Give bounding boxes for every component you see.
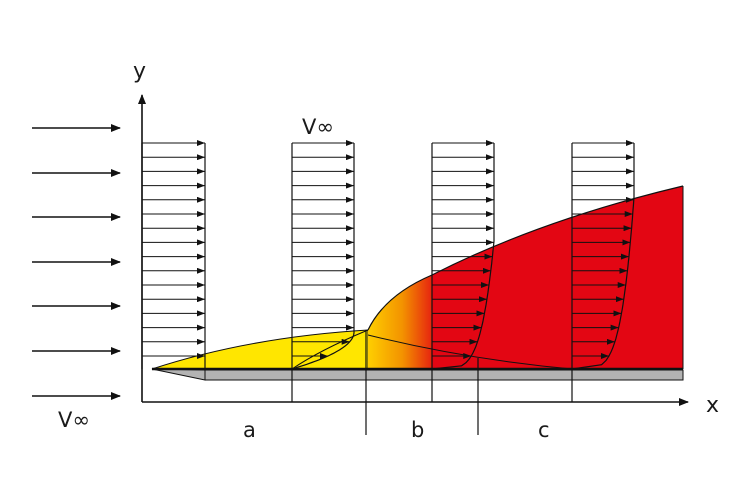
plate-leading-edge bbox=[151, 368, 206, 381]
freestream-label-left: V∞ bbox=[58, 408, 90, 432]
laminar-inner-line bbox=[291, 329, 369, 370]
turbulent-region bbox=[432, 186, 683, 369]
y-axis-label: y bbox=[133, 59, 146, 84]
freestream-arrows bbox=[32, 124, 121, 400]
velocity-profile-4 bbox=[571, 140, 635, 370]
velocity-profile-1 bbox=[141, 140, 206, 369]
freestream-label-top: V∞ bbox=[302, 115, 334, 139]
region-b-label: b bbox=[411, 418, 424, 442]
region-a-label: a bbox=[243, 418, 256, 442]
plate-body bbox=[204, 369, 684, 381]
velocity-profiles bbox=[141, 140, 635, 370]
boundary-layer-regions bbox=[151, 185, 684, 370]
turbulent-edge bbox=[367, 185, 684, 331]
velocity-profile-3 bbox=[431, 140, 495, 370]
profile-curve bbox=[291, 332, 355, 370]
region-c-label: c bbox=[538, 418, 550, 442]
region-dividers bbox=[291, 330, 573, 435]
transition-region bbox=[368, 275, 440, 369]
x-axis-label: x bbox=[706, 393, 719, 418]
profile-curve bbox=[431, 240, 495, 370]
flat-plate bbox=[151, 367, 684, 381]
profile-curve bbox=[571, 196, 635, 370]
velocity-profile-2 bbox=[291, 140, 355, 370]
laminar-region bbox=[151, 329, 369, 370]
